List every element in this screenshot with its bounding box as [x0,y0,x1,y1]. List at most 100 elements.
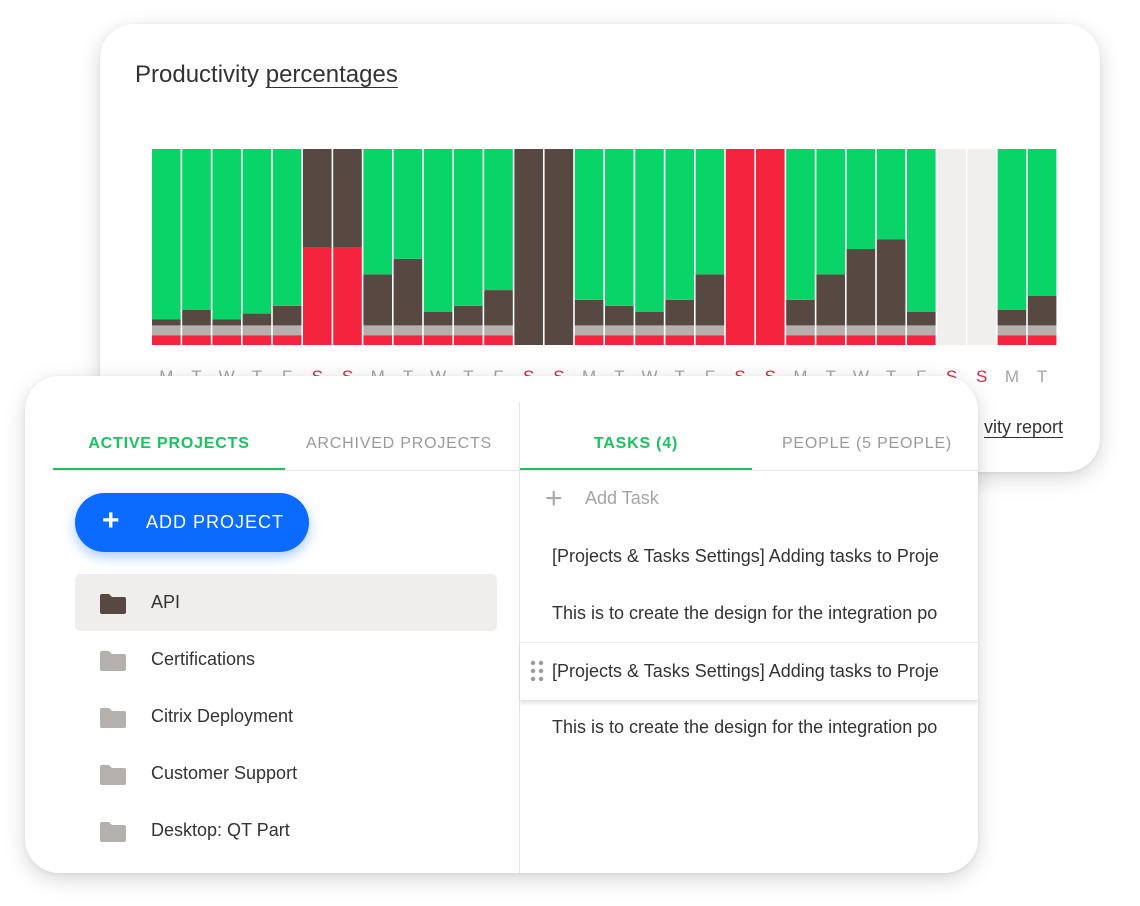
bar-segment-17-1 [665,325,694,336]
add-project-label: ADD PROJECT [146,512,285,532]
folder-icon [100,651,126,671]
task-item[interactable]: [Projects & Tasks Settings] Adding tasks… [520,528,978,585]
project-item-certifications[interactable]: Certifications [75,631,497,688]
bar-segment-18-3 [695,149,725,275]
project-item-desktop-qt-part[interactable]: Desktop: QT Part [75,802,497,859]
bar-segment-23-1 [846,325,876,336]
bar-segment-22-0 [816,335,845,345]
bar-segment-10-0 [454,335,483,345]
bar-segment-4-1 [272,325,302,336]
bar-segment-8-3 [393,149,423,259]
bar-segment-7-0 [363,335,392,345]
project-item-citrix-deployment[interactable]: Citrix Deployment [75,688,497,745]
bar-segment-3-2 [242,313,272,326]
task-text: This is to create the design for the int… [552,603,938,623]
bar-segment-2-1 [212,325,241,336]
bar-segment-25-0 [907,335,936,345]
project-name: Certifications [151,649,256,669]
bar-segment-24-3 [876,149,906,240]
task-item-hovered[interactable]: [Projects & Tasks Settings] Adding tasks… [520,642,978,700]
task-text: [Projects & Tasks Settings] Adding tasks… [552,546,939,566]
bar-segment-22-1 [816,325,845,336]
bar-segment-16-2 [635,311,664,326]
bar-segment-23-0 [846,335,876,345]
bar-segment-1-1 [182,325,211,336]
productivity-title: Productivity percentages [135,61,398,89]
bar-segment-1-0 [182,335,211,345]
active-tab-indicator [53,468,285,471]
tab-active-projects-label: ACTIVE PROJECTS [88,435,250,452]
tab-tasks-label: TASKS (4) [593,435,679,452]
bar-segment-10-3 [454,149,483,306]
project-item-api[interactable]: API [75,574,497,631]
task-text: [Projects & Tasks Settings] Adding tasks… [552,661,939,681]
bar-segment-15-0 [605,335,634,345]
drag-handle-icon[interactable] [530,660,544,682]
bar-segment-28-1 [997,325,1027,336]
x-tick-label: M [1005,367,1019,386]
productivity-report-link[interactable]: vity report [983,417,1063,437]
bar-segment-14-1 [574,325,604,336]
tab-people[interactable]: PEOPLE (5 PEOPLE) [752,420,978,468]
tab-archived-projects[interactable]: ARCHIVED PROJECTS [285,420,513,468]
bar-segment-6-2 [333,149,362,247]
bar-segment-4-2 [272,305,302,326]
bar-segment-5-0 [303,247,332,345]
bar-segment-2-0 [212,335,241,345]
bar-segment-3-0 [242,335,272,345]
bar-segment-19-0 [725,149,755,345]
percentages-link[interactable]: percentages [265,61,398,88]
bar-segment-0-3 [152,149,181,320]
bar-segment-15-3 [605,149,634,306]
bar-segment-28-2 [997,309,1027,326]
bar-segment-22-2 [816,274,845,326]
folder-icon [100,765,126,785]
bar-segment-29-3 [1027,149,1057,296]
tab-tasks[interactable]: TASKS (4) [520,420,752,471]
bar-segment-7-2 [363,274,392,326]
bar-segment-7-3 [363,149,392,275]
bar-segment-15-1 [605,325,634,336]
plus-icon: + [545,482,563,515]
task-item[interactable]: This is to create the design for the int… [520,585,978,642]
bar-segment-4-0 [272,335,302,345]
bar-segment-6-0 [333,247,362,345]
x-tick-label: T [1037,367,1047,386]
bar-segment-9-3 [423,149,453,312]
project-item-customer-support[interactable]: Customer Support [75,745,497,802]
bar-segment-4-3 [272,149,302,306]
project-name: API [151,592,181,612]
bar-segment-14-0 [574,335,604,345]
bar-segment-21-1 [786,325,815,336]
tab-active-projects[interactable]: ACTIVE PROJECTS [53,420,285,471]
bar-segment-23-2 [846,249,876,326]
bar-segment-16-3 [635,149,664,312]
add-project-button[interactable]: + ADD PROJECT [75,493,309,552]
bar-segment-8-2 [393,258,423,326]
bar-segment-2-2 [212,319,241,326]
tab-archived-projects-label: ARCHIVED PROJECTS [305,435,493,452]
productivity-title-text: Productivity [135,61,266,88]
bar-segment-17-2 [665,299,694,326]
project-name: Desktop: QT Part [151,820,290,840]
project-name: Citrix Deployment [151,706,294,726]
bar-segment-25-1 [907,325,936,336]
bar-segment-23-3 [846,149,876,249]
bar-segment-29-0 [1027,335,1057,345]
bar-segment-9-2 [423,311,453,326]
task-item[interactable]: This is to create the design for the int… [520,699,978,756]
projects-card: ACTIVE PROJECTS ARCHIVED PROJECTS TASKS … [25,376,978,873]
bar-segment-27-4 [967,149,996,345]
bar-segment-25-3 [907,149,936,312]
add-task-placeholder: Add Task [585,488,659,508]
bar-segment-13-2 [544,149,574,345]
bar-segment-9-0 [423,335,453,345]
bar-segment-16-1 [635,325,664,336]
bar-segment-17-0 [665,335,694,345]
bar-segment-1-2 [182,309,211,326]
bar-segment-21-3 [786,149,815,300]
bar-segment-11-2 [484,290,513,326]
task-text: This is to create the design for the int… [552,717,938,737]
folder-icon [100,822,126,842]
bar-segment-8-0 [393,335,423,345]
